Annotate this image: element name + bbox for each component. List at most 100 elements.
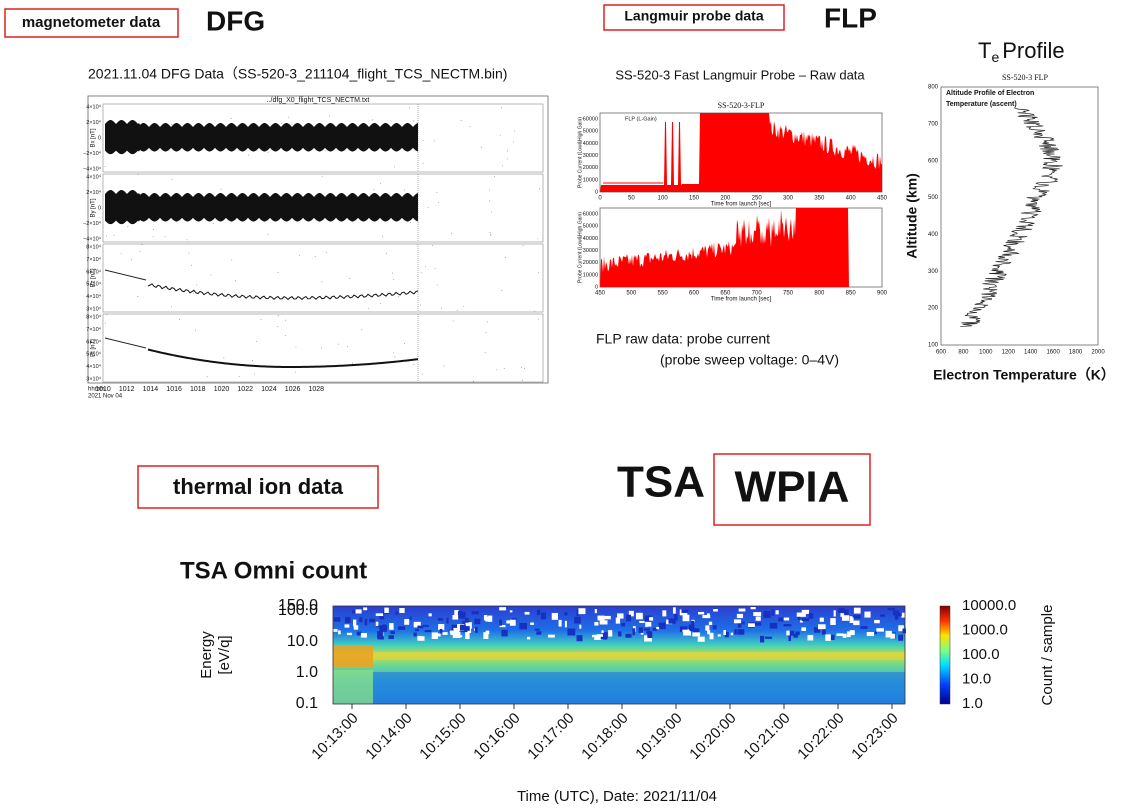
noise-dot <box>485 331 487 333</box>
y-tick-label: 20000 <box>583 165 598 171</box>
axis-label: Electron Temperature（K） <box>933 367 1115 383</box>
x-tick-label: 50 <box>628 196 635 202</box>
spectro-cell <box>693 628 700 632</box>
spectro-cell <box>737 622 742 628</box>
noise-dot <box>452 320 454 322</box>
colorbar-tick-label: 100.0 <box>962 646 1000 663</box>
noise-dot <box>410 222 411 223</box>
tag: thermal ion data <box>173 474 344 499</box>
noise-dot <box>433 140 435 142</box>
spectro-cell <box>753 622 762 626</box>
spectro-cell <box>723 630 726 636</box>
spectro-cell <box>437 617 443 621</box>
x-tick-label: 450 <box>877 196 888 202</box>
noise-dot <box>113 234 115 236</box>
spectro-cell <box>600 636 608 640</box>
spectro-cell <box>691 620 695 627</box>
spectro-cell <box>808 613 814 619</box>
spectro-cell <box>594 621 599 626</box>
spectro-cell <box>576 609 579 617</box>
x-tick-label: 200 <box>720 196 731 202</box>
noise-dot <box>489 189 490 191</box>
x-tick-label: 1800 <box>1069 350 1083 356</box>
spectro-cell <box>833 610 836 617</box>
noise-dot <box>436 192 438 194</box>
spectro-cell <box>709 632 714 640</box>
spectro-cell <box>801 627 807 631</box>
spectro-cell <box>646 622 652 627</box>
noise-dot <box>104 166 106 168</box>
noise-dot <box>347 346 348 348</box>
spectro-cell <box>534 628 540 631</box>
plot-title: 2021.11.04 DFG Data（SS-520-3_211104_flig… <box>88 66 507 82</box>
x-tick-label: 1012 <box>119 386 135 393</box>
spectro-cell <box>431 632 438 639</box>
x-tick-label: 1200 <box>1002 350 1016 356</box>
spectro-cell <box>864 611 871 618</box>
axis-label: Probe Current (Low&High Gain) <box>577 117 583 188</box>
colorbar-tick-label: 10000.0 <box>962 597 1016 614</box>
noise-dot <box>248 154 249 156</box>
spectro-cell <box>540 612 546 620</box>
signal-fill <box>600 208 882 287</box>
spectro-cell <box>509 619 516 626</box>
noise-dot <box>230 117 232 119</box>
noise-dot <box>385 252 387 254</box>
noise-dot <box>431 245 433 247</box>
y-tick-label: 3×10⁴ <box>86 305 101 312</box>
spectro-cell <box>874 619 880 624</box>
noise-dot <box>403 343 405 344</box>
caption: FLP raw data: probe current <box>596 331 770 347</box>
noise-dot <box>484 351 486 353</box>
spectro-cell <box>389 623 394 630</box>
y-tick-label: 0.1 <box>296 695 318 712</box>
spectro-cell <box>814 627 821 633</box>
y-tick-label: 5×10⁴ <box>86 281 101 288</box>
spectro-cell <box>438 623 445 631</box>
signal-fill <box>600 113 882 192</box>
noise-dot <box>137 296 139 297</box>
noise-dot <box>499 134 501 136</box>
spectro-cell <box>788 630 795 636</box>
y-tick-label: 40000 <box>583 141 598 147</box>
noise-dot <box>368 307 370 309</box>
noise-dot <box>469 126 471 127</box>
noise-dot <box>220 188 222 190</box>
spectro-cell <box>346 632 352 636</box>
x-tick-label: 1000 <box>979 350 993 356</box>
noise-dot <box>326 251 328 253</box>
tag-box <box>4 8 179 38</box>
spectro-cell <box>458 611 466 617</box>
spectro-cell <box>333 628 338 632</box>
noise-dot <box>361 329 363 331</box>
spectro-cell <box>499 619 502 626</box>
waveform <box>105 190 418 225</box>
x-tick-label: 600 <box>936 350 947 356</box>
spectro-cell <box>352 610 356 614</box>
spectro-cell <box>420 636 425 641</box>
noise-dot <box>500 107 502 109</box>
spectro-cell <box>615 617 621 624</box>
spectro-cell <box>524 611 530 615</box>
y-tick-label: 0 <box>98 205 101 211</box>
x-tick-label: 400 <box>846 196 857 202</box>
spectro-cell <box>854 615 861 619</box>
spectro-cell <box>564 612 568 616</box>
spectro-cell <box>737 629 745 635</box>
noise-dot <box>178 318 180 320</box>
y-tick-label: −4×10⁴ <box>83 165 102 172</box>
spectro-cell <box>775 610 779 615</box>
spectro-cell <box>771 609 775 616</box>
waveform <box>105 120 418 155</box>
noise-dot <box>394 356 396 358</box>
spectro-cell <box>413 621 421 628</box>
spectro-cell <box>821 629 826 635</box>
noise-dot <box>496 369 498 371</box>
spectro-cell <box>359 617 363 623</box>
spectro-cell <box>536 631 542 635</box>
tag-box <box>603 4 785 31</box>
subplot-frame <box>102 103 544 173</box>
x-tick-label: 150 <box>689 196 700 202</box>
noise-dot <box>489 232 491 233</box>
noise-dot <box>105 235 107 237</box>
